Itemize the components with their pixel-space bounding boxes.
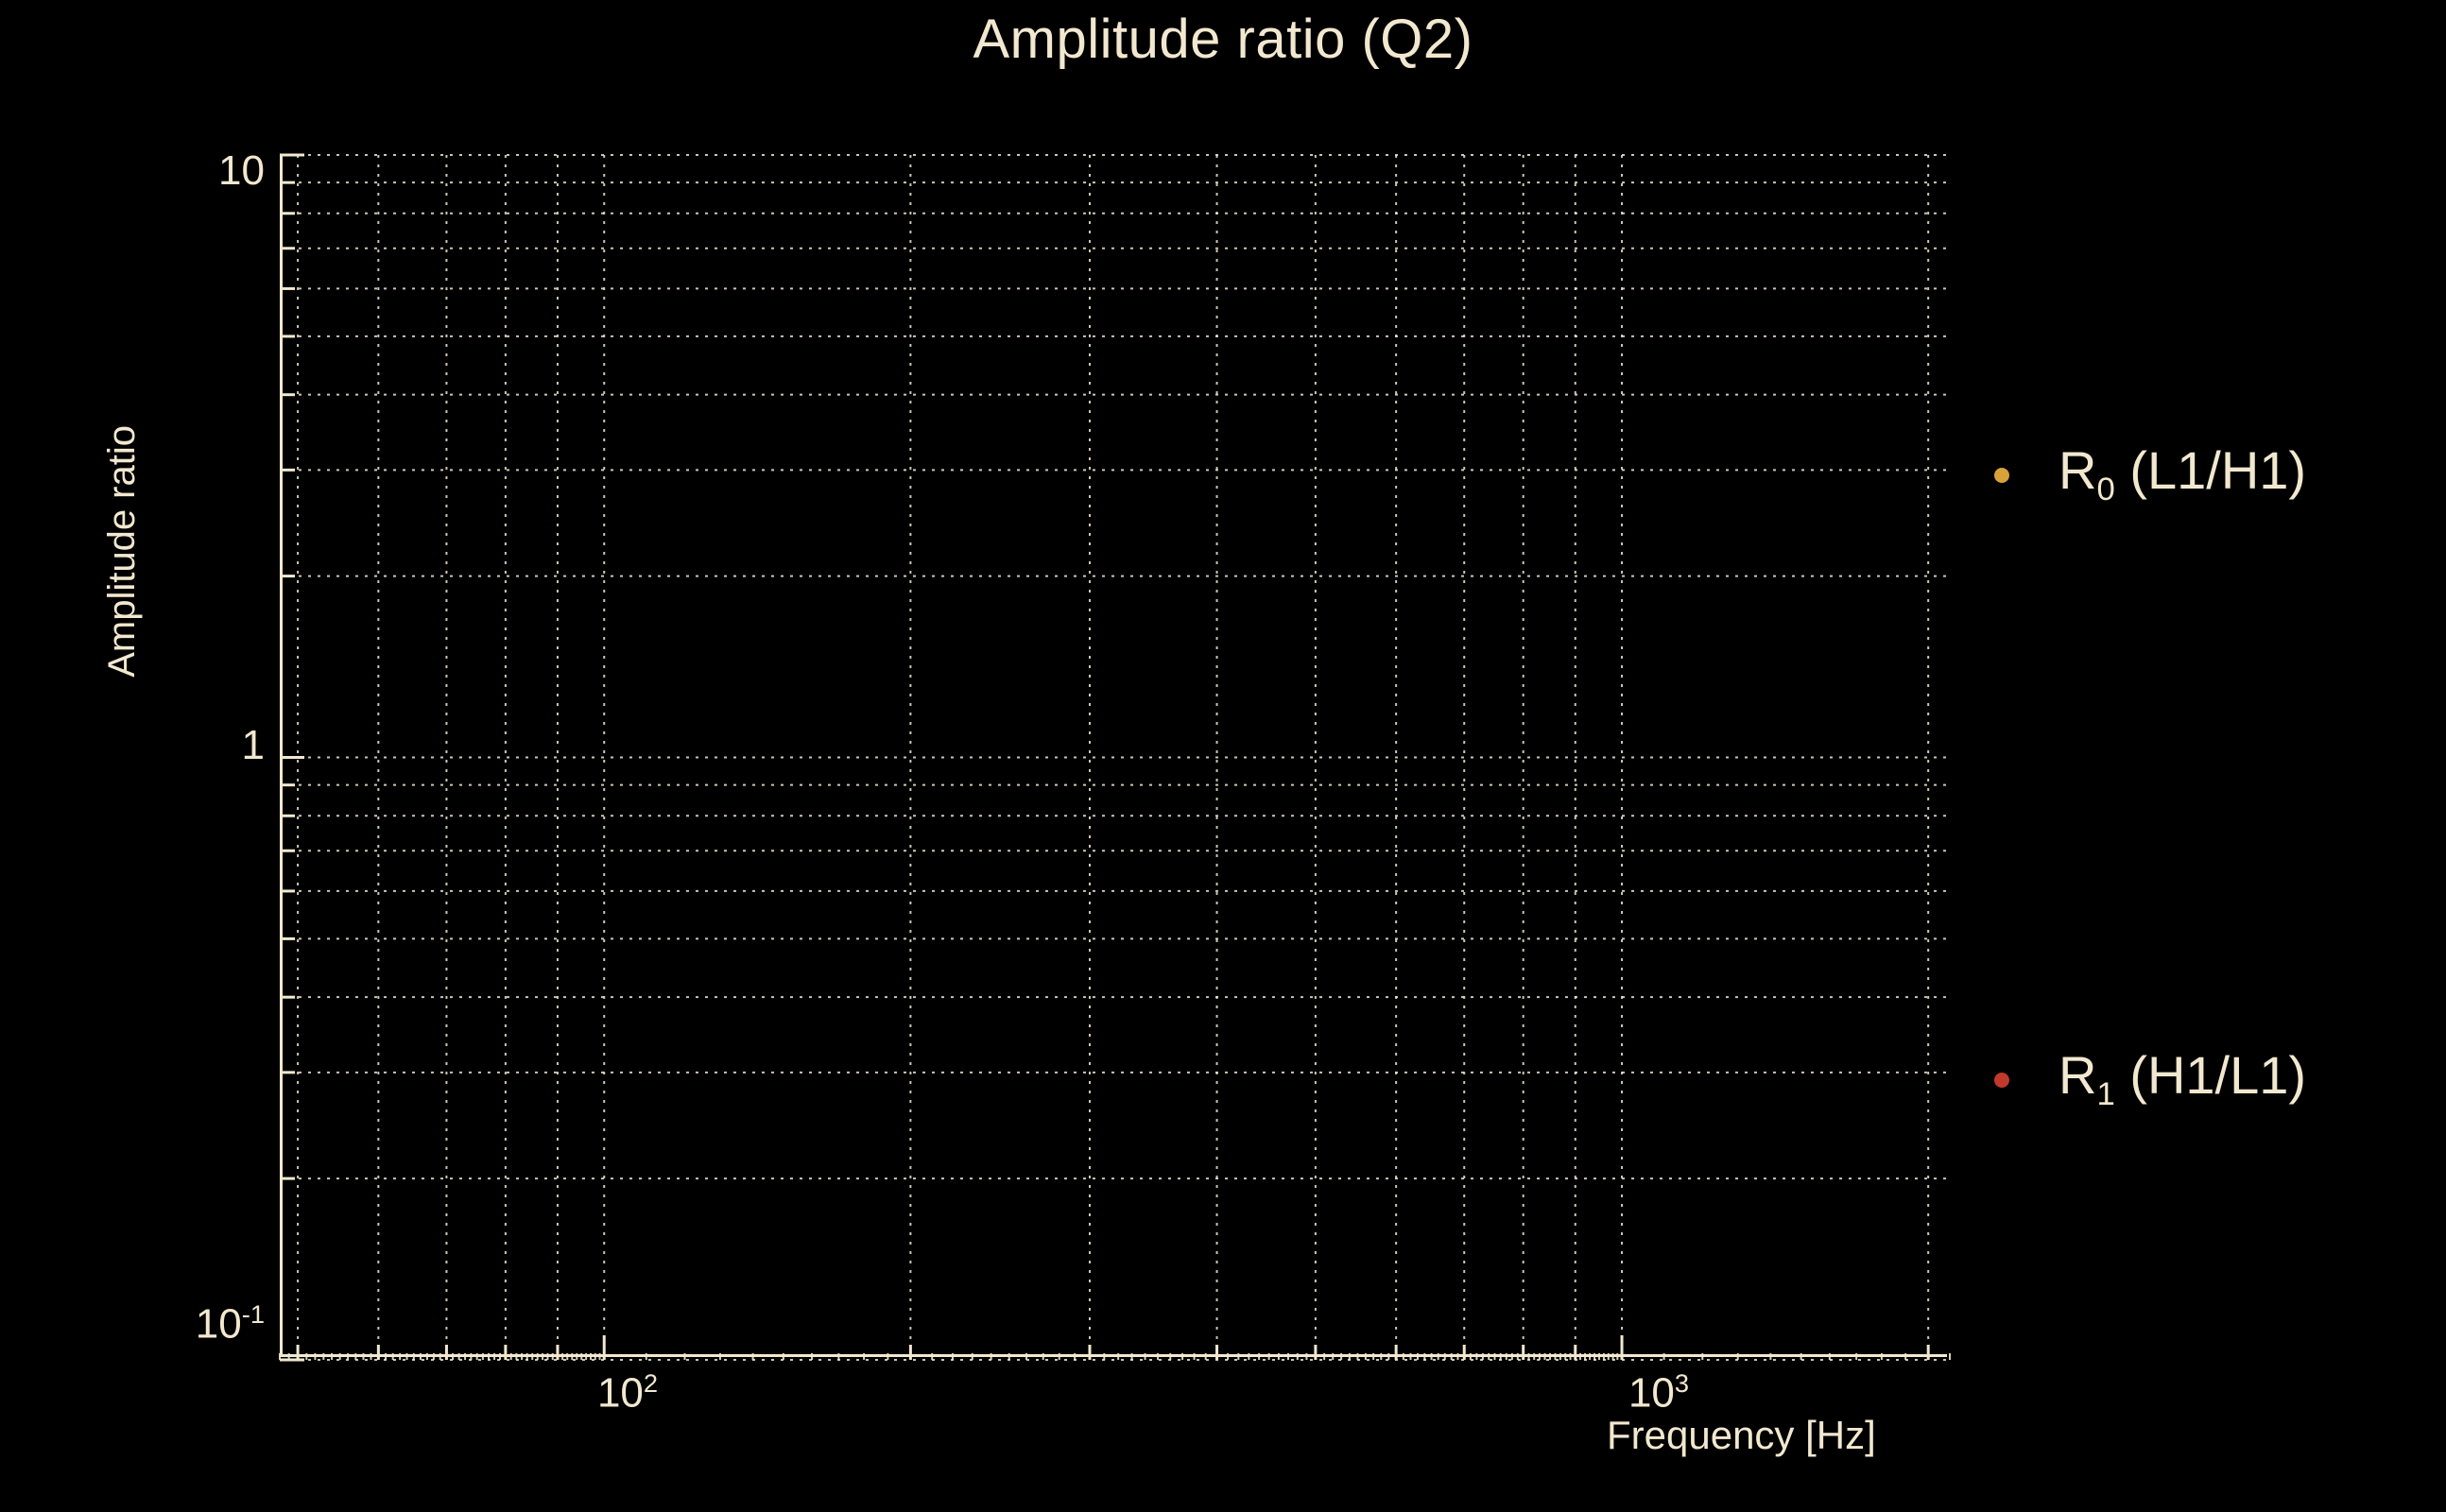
y-tick-label: 10: [218, 147, 265, 195]
x-tick-label: 103: [1628, 1368, 1689, 1418]
legend-marker-r0-icon: [1994, 467, 2009, 483]
legend-entry-r0[interactable]: R0 (L1/H1): [1994, 444, 2306, 507]
y-axis-tick-labels: 10 1 10-1: [142, 0, 265, 1512]
legend-label-r1: R1 (H1/L1): [2058, 1045, 2307, 1113]
x-tick-exponent: 3: [1674, 1368, 1690, 1398]
x-tick-mantissa: 10: [596, 1369, 644, 1417]
legend-entry-r1[interactable]: R1 (H1/L1): [1994, 1049, 2306, 1111]
y-tick-mantissa: 10: [195, 1300, 242, 1348]
x-tick-mantissa: 10: [1628, 1369, 1675, 1417]
x-tick-exponent: 2: [643, 1368, 659, 1398]
legend-marker-r1-icon: [1994, 1072, 2009, 1088]
x-tick-label: 102: [597, 1368, 658, 1418]
y-tick-label: 1: [242, 722, 265, 769]
y-tick-mantissa: 1: [241, 722, 265, 768]
y-tick-mantissa: 10: [218, 147, 265, 194]
grid-lines: [279, 153, 1951, 1362]
legend-label-r0: R0 (L1/H1): [2058, 440, 2307, 508]
x-axis-title: Frequency [Hz]: [1607, 1413, 1876, 1457]
y-tick-exponent: -1: [241, 1299, 265, 1329]
y-tick-label: 10-1: [196, 1299, 265, 1349]
chart-title: Amplitude ratio (Q2): [973, 9, 1473, 70]
plot-area[interactable]: [279, 153, 1951, 1362]
